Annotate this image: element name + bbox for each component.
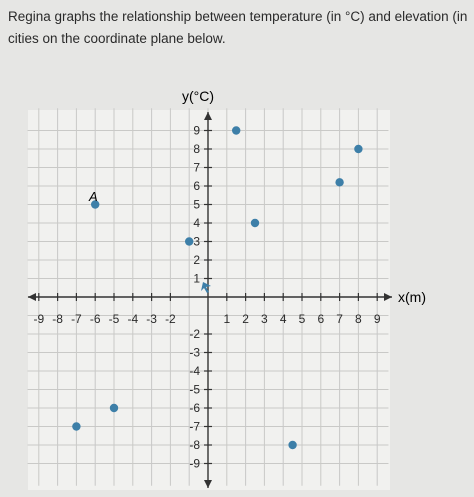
y-tick-label: 7 — [193, 161, 200, 175]
point-a[interactable] — [91, 200, 100, 209]
data-point[interactable] — [250, 218, 260, 228]
data-point[interactable] — [232, 126, 241, 135]
x-tick-label: -7 — [71, 312, 82, 326]
ticks — [38, 129, 378, 465]
x-tick-label: 4 — [280, 312, 287, 326]
x-axis-label: x(m) — [398, 289, 426, 305]
x-tick-label: 6 — [317, 312, 324, 326]
data-point[interactable] — [72, 422, 81, 431]
x-tick-label: 5 — [299, 312, 306, 326]
y-axis-arrow-down — [204, 480, 212, 488]
x-tick-label: 3 — [261, 312, 268, 326]
data-point[interactable] — [109, 403, 119, 413]
x-tick-label: -6 — [90, 312, 101, 326]
y-tick-label: -7 — [189, 420, 200, 434]
y-axis-arrow-up — [204, 112, 212, 120]
x-tick-label: 1 — [223, 312, 230, 326]
y-tick-label: 8 — [193, 142, 200, 156]
x-tick-label: -8 — [52, 312, 63, 326]
y-axis-label: y(°C) — [182, 88, 214, 104]
data-point[interactable] — [354, 144, 363, 154]
data-points[interactable] — [72, 126, 363, 450]
point-a-label: A — [88, 189, 98, 204]
y-tick-label: -4 — [189, 364, 200, 378]
x-tick-label: -3 — [146, 312, 157, 326]
origin-cursor-icon — [201, 282, 211, 293]
data-point[interactable] — [335, 178, 344, 187]
x-tick-label: -2 — [165, 312, 176, 326]
x-axis-arrow-right — [384, 293, 392, 301]
x-tick-label: 7 — [336, 312, 343, 326]
y-tick-label: -6 — [189, 401, 200, 415]
axes — [28, 112, 392, 488]
x-tick-label: 9 — [374, 312, 381, 326]
tick-labels: -9 -8 -7 -6 -5 -4 -3 -2 1 2 3 4 5 6 7 8 9987654321-2-3-4… — [33, 124, 380, 471]
x-axis-arrow-left — [28, 293, 36, 301]
y-tick-label: -8 — [189, 438, 200, 452]
prompt-line-1: Regina graphs the relationship between t… — [8, 9, 468, 24]
y-tick-label: 4 — [193, 216, 200, 230]
y-tick-label: 2 — [193, 253, 200, 267]
x-tick-label: 2 — [242, 312, 249, 326]
y-tick-label: -2 — [189, 327, 200, 341]
y-tick-label: -5 — [189, 383, 200, 397]
x-tick-label: -4 — [127, 312, 138, 326]
y-tick-label: 6 — [193, 179, 200, 193]
y-tick-label: -3 — [189, 346, 200, 360]
y-tick-label: -9 — [189, 457, 200, 471]
x-tick-label: -9 — [33, 312, 44, 326]
data-point[interactable] — [185, 237, 194, 246]
y-tick-label: 9 — [193, 124, 200, 138]
data-point[interactable] — [288, 440, 297, 450]
question-prompt: Regina graphs the relationship between t… — [8, 6, 474, 50]
y-tick-label: 1 — [193, 272, 200, 286]
prompt-line-2: cities on the coordinate plane below. — [8, 31, 226, 46]
y-tick-label: 3 — [193, 235, 200, 249]
x-tick-label: -5 — [109, 312, 120, 326]
y-tick-label: 5 — [193, 198, 200, 212]
x-tick-label: 8 — [355, 312, 362, 326]
